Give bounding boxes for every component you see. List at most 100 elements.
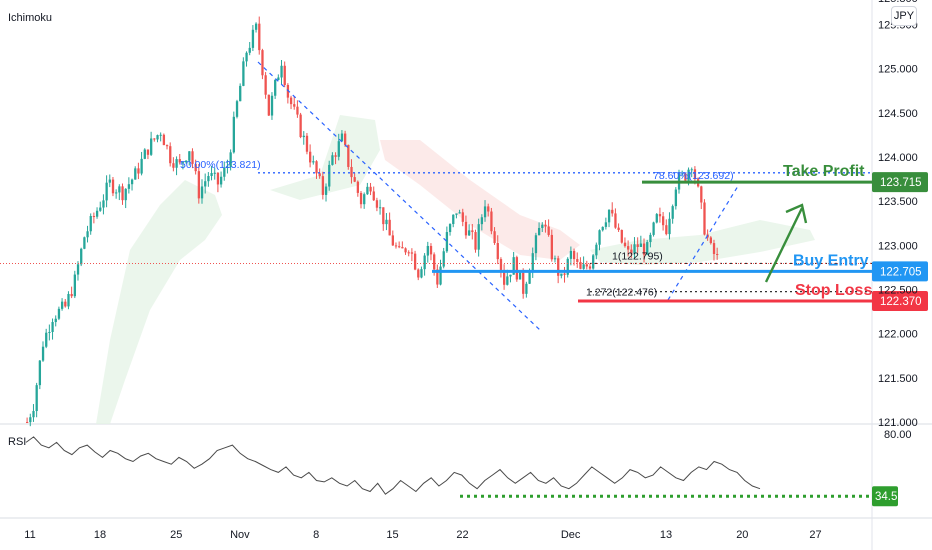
indicator-sub-label: RSI xyxy=(8,436,27,448)
candle-body xyxy=(261,50,264,76)
candle-body xyxy=(662,216,665,226)
cloud-bullish-band xyxy=(96,180,222,424)
price-tag-label: 123.715 xyxy=(880,177,922,189)
candle-body xyxy=(165,145,169,147)
candle-body xyxy=(560,273,563,276)
price-tick-label: 122.000 xyxy=(878,329,918,341)
price-tick-label: 123.500 xyxy=(878,196,918,208)
price-tick-label: 124.000 xyxy=(878,152,918,164)
fib-1272-label: 1.272(122.476) xyxy=(586,287,657,299)
candle-body xyxy=(420,269,423,278)
candle-body xyxy=(363,194,366,205)
candle-body xyxy=(582,264,585,269)
candle-body xyxy=(73,274,76,297)
candle-body xyxy=(302,135,305,138)
candle-body xyxy=(207,176,210,182)
candle-body xyxy=(550,234,553,260)
candle-body xyxy=(232,116,235,153)
candle-body xyxy=(655,214,658,223)
candle-body xyxy=(534,235,538,254)
rsi-tick-label: 80.00 xyxy=(884,429,912,441)
time-tick-label: 13 xyxy=(660,529,672,541)
rsi-price-tag-label: 34.51 xyxy=(875,491,904,503)
rsi-price-tag xyxy=(872,486,898,507)
candle-body xyxy=(512,257,515,275)
time-tick-label: 27 xyxy=(809,529,821,541)
candle-body xyxy=(531,253,534,273)
candle-body xyxy=(636,244,639,247)
currency-button[interactable]: JPY xyxy=(891,6,917,26)
candle-body xyxy=(553,258,557,260)
trade-level-label: Take Profit xyxy=(783,163,865,180)
candle-body xyxy=(226,166,229,168)
candle-body xyxy=(334,155,337,157)
candle-body xyxy=(623,242,627,247)
candle-body xyxy=(671,206,674,219)
candle-body xyxy=(630,249,633,254)
candle-body xyxy=(337,141,340,157)
candle-body xyxy=(665,225,668,235)
candle-body xyxy=(172,163,175,168)
candle-body xyxy=(210,173,213,177)
candle-body xyxy=(566,258,569,275)
candle-body xyxy=(146,149,150,155)
candle-body xyxy=(188,151,191,161)
candle-body xyxy=(118,186,121,193)
candle-body xyxy=(585,264,588,267)
candle-body xyxy=(156,135,159,140)
candle-body xyxy=(579,261,582,269)
candle-body xyxy=(134,168,137,180)
candle-body xyxy=(690,169,693,171)
candle-body xyxy=(509,274,512,277)
candle-body xyxy=(175,159,178,168)
candle-body xyxy=(356,181,360,193)
candle-body xyxy=(522,272,525,294)
candle-body xyxy=(401,247,404,249)
price-tick-label: 124.500 xyxy=(878,108,918,120)
candle-body xyxy=(433,254,436,270)
candle-body xyxy=(64,301,67,307)
candle-body xyxy=(108,179,111,183)
candle-body xyxy=(649,234,652,243)
candle-body xyxy=(89,216,92,232)
candle-body xyxy=(436,269,439,285)
candle-body xyxy=(429,245,433,255)
candle-body xyxy=(26,422,29,423)
candle-body xyxy=(299,114,302,138)
candle-body xyxy=(493,231,496,244)
candle-body xyxy=(305,135,309,152)
candle-body xyxy=(235,101,239,117)
candle-body xyxy=(398,246,401,248)
candle-body xyxy=(315,161,318,174)
candle-body xyxy=(70,293,73,297)
candle-body xyxy=(503,269,506,285)
candle-body xyxy=(159,134,162,136)
candle-body xyxy=(464,221,468,236)
candle-body xyxy=(703,202,706,235)
candle-body xyxy=(280,65,283,78)
candle-body xyxy=(251,29,255,48)
dashed-trend-line xyxy=(667,185,739,301)
candle-body xyxy=(277,77,280,80)
candle-body xyxy=(283,65,286,85)
target-arrow-shaft xyxy=(764,207,804,283)
candle-body xyxy=(309,151,312,163)
candle-body xyxy=(264,75,267,95)
candle-body xyxy=(353,177,356,182)
candle-body xyxy=(121,186,124,201)
candle-body xyxy=(693,169,697,180)
candle-body xyxy=(67,293,70,307)
candle-body xyxy=(448,224,452,233)
candle-body xyxy=(468,230,471,236)
candle-body xyxy=(57,308,61,319)
candle-body xyxy=(413,253,417,270)
candle-body xyxy=(48,331,51,333)
candle-body xyxy=(153,138,156,140)
candle-body xyxy=(359,192,363,205)
candle-body xyxy=(716,254,719,256)
candle-body xyxy=(130,179,134,185)
candle-body xyxy=(242,61,245,86)
candle-body xyxy=(213,172,216,174)
candle-body xyxy=(178,159,181,163)
cloud-bearish-band xyxy=(380,140,580,260)
